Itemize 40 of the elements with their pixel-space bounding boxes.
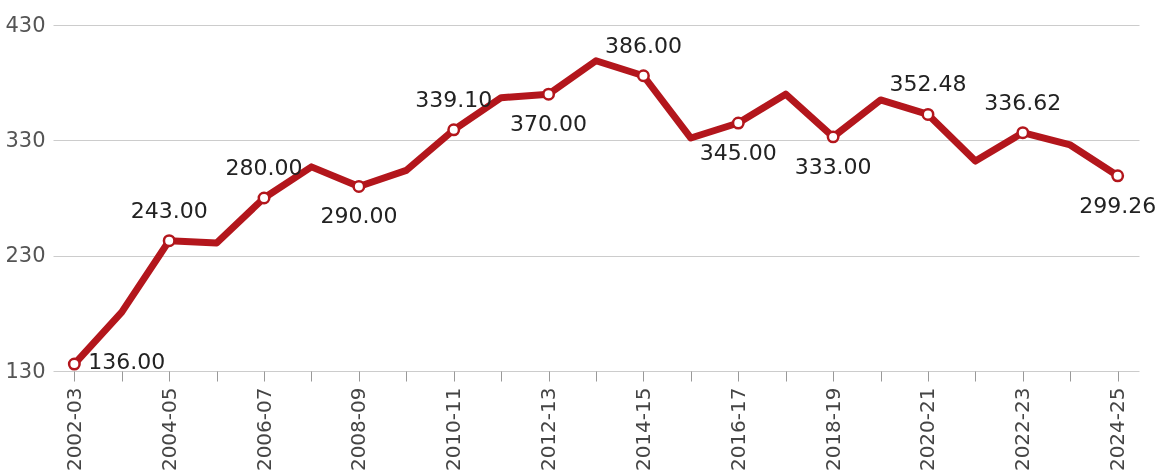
point — [257, 191, 271, 205]
x-tick-label: 2004-05 — [156, 387, 181, 472]
point — [1111, 169, 1125, 183]
data-label: 290.00 — [320, 203, 398, 229]
data-label: 336.62 — [984, 89, 1062, 115]
point — [67, 357, 81, 371]
point — [636, 69, 650, 83]
x-tick-label: 2022-23 — [1010, 387, 1035, 472]
x-tick-label: 2012-13 — [536, 387, 561, 472]
y-tick-label: 130 — [5, 358, 46, 383]
data-label: 370.00 — [510, 111, 588, 137]
data-label: 386.00 — [604, 32, 682, 58]
data-label: 299.26 — [1079, 192, 1157, 218]
data-label: 345.00 — [699, 140, 777, 166]
y-tick-label: 430 — [5, 12, 46, 37]
data-label: 339.10 — [415, 86, 493, 112]
data-label: 136.00 — [88, 349, 166, 375]
y-tick-label: 230 — [5, 243, 46, 268]
x-tick-label: 2010-11 — [441, 387, 466, 472]
point — [447, 123, 461, 137]
point — [731, 116, 745, 130]
x-tick-label: 2006-07 — [251, 387, 276, 472]
data-label: 333.00 — [794, 153, 872, 179]
point — [162, 234, 176, 248]
y-tick-label: 330 — [5, 127, 46, 152]
x-tick-label: 2002-03 — [61, 387, 86, 472]
point — [542, 87, 556, 101]
point — [826, 130, 840, 144]
x-tick-label: 2024-25 — [1105, 387, 1130, 472]
x-tick-label: 2016-17 — [725, 387, 750, 472]
data-label: 352.48 — [889, 71, 967, 97]
x-tick-label: 2014-15 — [630, 387, 655, 472]
point — [1016, 126, 1030, 140]
data-label: 280.00 — [225, 155, 303, 180]
x-tick-label: 2018-19 — [820, 387, 845, 472]
point — [352, 179, 366, 193]
point — [921, 107, 935, 121]
x-tick-label: 2008-09 — [346, 387, 371, 472]
data-label: 243.00 — [130, 197, 208, 223]
x-tick-label: 2020-21 — [915, 387, 940, 472]
